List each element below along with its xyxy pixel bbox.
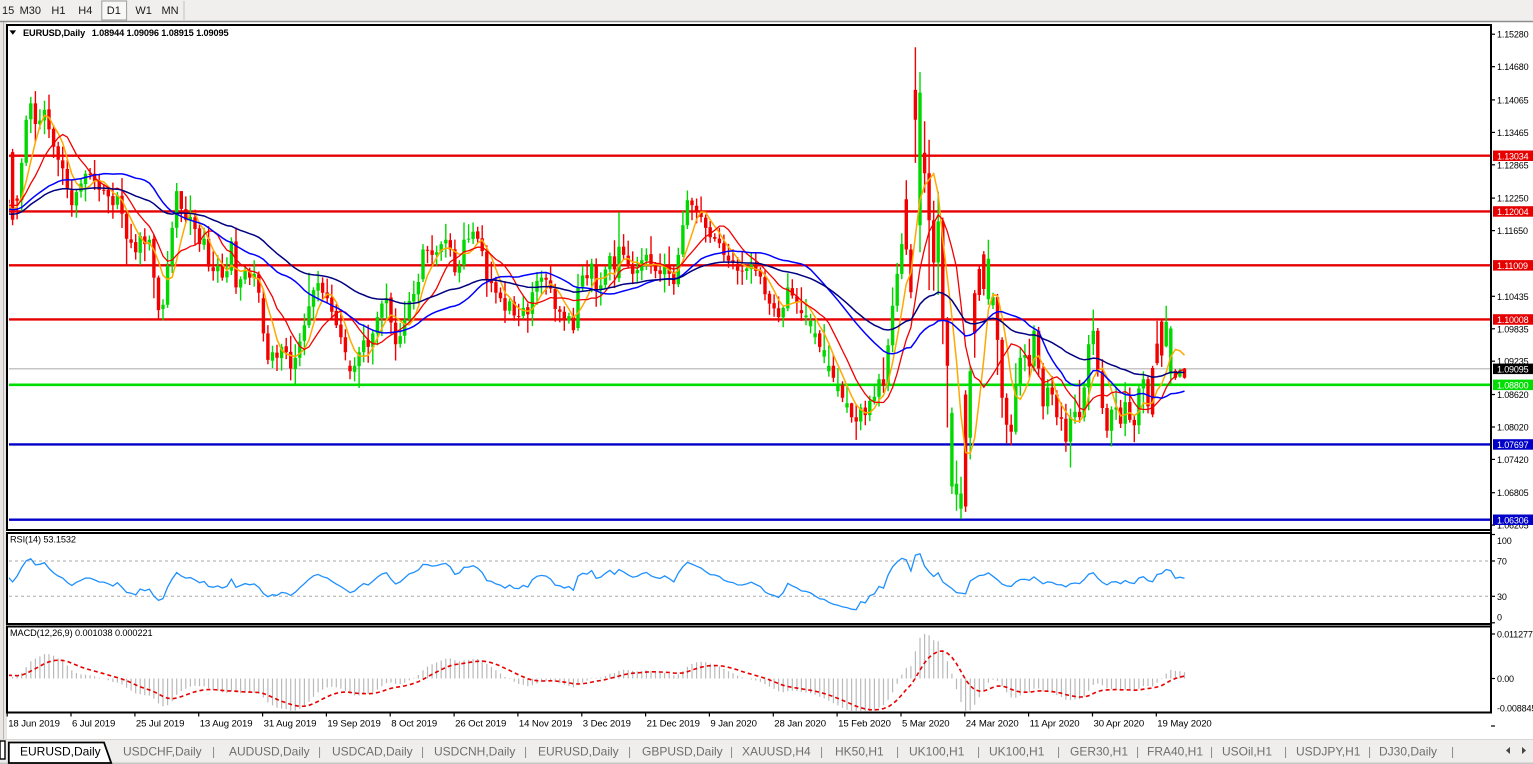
svg-text:19 Sep 2019: 19 Sep 2019 [327, 719, 380, 730]
svg-text:|: | [896, 745, 899, 759]
svg-text:1.12865: 1.12865 [1497, 160, 1529, 170]
svg-text:9 Jan 2020: 9 Jan 2020 [710, 719, 756, 730]
svg-text:31 Aug 2019: 31 Aug 2019 [264, 719, 317, 730]
svg-text:XAUUSD,H4: XAUUSD,H4 [742, 745, 811, 759]
svg-text:15 Feb 2020: 15 Feb 2020 [838, 719, 891, 730]
svg-text:HK50,H1: HK50,H1 [835, 745, 884, 759]
svg-text:|: | [212, 745, 215, 759]
svg-text:|: | [730, 745, 733, 759]
svg-text:3 Dec 2019: 3 Dec 2019 [583, 719, 631, 730]
svg-text:UK100,H1: UK100,H1 [909, 745, 965, 759]
svg-text:|: | [1057, 745, 1060, 759]
svg-text:|: | [524, 745, 527, 759]
svg-text:|: | [1284, 745, 1287, 759]
svg-text:70: 70 [1497, 557, 1507, 567]
svg-text:1.11009: 1.11009 [1497, 261, 1528, 271]
svg-text:1.12004: 1.12004 [1497, 207, 1529, 217]
svg-text:13 Aug 2019: 13 Aug 2019 [200, 719, 253, 730]
svg-text:H4: H4 [78, 5, 92, 17]
svg-text:1.08944 1.09096 1.08915 1.0909: 1.08944 1.09096 1.08915 1.09095 [92, 28, 229, 38]
svg-text:0.011277: 0.011277 [1497, 630, 1533, 640]
svg-text:|: | [1451, 745, 1454, 759]
svg-text:|: | [421, 745, 424, 759]
svg-text:USOil,H1: USOil,H1 [1222, 745, 1272, 759]
svg-text:|: | [977, 745, 980, 759]
svg-text:28 Jan 2020: 28 Jan 2020 [774, 719, 826, 730]
svg-text:25 Jul 2019: 25 Jul 2019 [136, 719, 185, 730]
svg-text:|: | [628, 745, 631, 759]
svg-text:1.08620: 1.08620 [1497, 390, 1529, 400]
svg-text:MACD(12,26,9) 0.001038 0.00022: MACD(12,26,9) 0.001038 0.000221 [10, 628, 152, 638]
svg-text:19 May 2020: 19 May 2020 [1157, 719, 1211, 730]
svg-text:DJ30,Daily: DJ30,Daily [1379, 745, 1437, 759]
svg-text:USDJPY,H1: USDJPY,H1 [1296, 745, 1361, 759]
svg-text:1.11650: 1.11650 [1497, 226, 1528, 236]
svg-text:1.07420: 1.07420 [1497, 455, 1529, 465]
svg-text:0.00: 0.00 [1497, 674, 1514, 684]
svg-text:1.13034: 1.13034 [1497, 151, 1529, 161]
svg-text:1.10008: 1.10008 [1497, 315, 1529, 325]
svg-text:GBPUSD,Daily: GBPUSD,Daily [642, 745, 723, 759]
svg-text:1.09235: 1.09235 [1497, 357, 1529, 367]
svg-text:EURUSD,Daily: EURUSD,Daily [20, 745, 101, 759]
svg-text:5 Mar 2020: 5 Mar 2020 [902, 719, 950, 730]
svg-text:MN: MN [162, 5, 179, 17]
svg-text:RSI(14) 53.1532: RSI(14) 53.1532 [10, 535, 76, 545]
svg-text:USDCNH,Daily: USDCNH,Daily [434, 745, 515, 759]
svg-text:D1: D1 [107, 5, 121, 17]
svg-text:11 Apr 2020: 11 Apr 2020 [1030, 719, 1080, 730]
svg-text:USDCAD,Daily: USDCAD,Daily [332, 745, 413, 759]
svg-text:1.09835: 1.09835 [1497, 324, 1529, 334]
svg-text:1.09095: 1.09095 [1497, 364, 1529, 374]
svg-text:W1: W1 [135, 5, 152, 17]
svg-text:26 Oct 2019: 26 Oct 2019 [455, 719, 506, 730]
svg-text:1.06205: 1.06205 [1497, 521, 1529, 531]
svg-text:1.10435: 1.10435 [1497, 292, 1529, 302]
svg-text:8 Oct 2019: 8 Oct 2019 [391, 719, 437, 730]
svg-text:UK100,H1: UK100,H1 [989, 745, 1045, 759]
svg-text:1.12250: 1.12250 [1497, 194, 1529, 204]
svg-text:GER30,H1: GER30,H1 [1070, 745, 1128, 759]
svg-text:|: | [1136, 745, 1139, 759]
svg-text:1.08800: 1.08800 [1497, 380, 1529, 390]
svg-text:AUDUSD,Daily: AUDUSD,Daily [229, 745, 310, 759]
svg-text:FRA40,H1: FRA40,H1 [1147, 745, 1203, 759]
svg-text:18 Jun 2019: 18 Jun 2019 [8, 719, 60, 730]
svg-text:|: | [1368, 745, 1371, 759]
svg-text:|: | [820, 745, 823, 759]
svg-text:1.06306: 1.06306 [1497, 515, 1529, 525]
svg-text:15: 15 [2, 5, 14, 17]
svg-text:30: 30 [1497, 592, 1507, 602]
svg-text:EURUSD,Daily: EURUSD,Daily [23, 28, 86, 38]
svg-text:1.13465: 1.13465 [1497, 128, 1529, 138]
svg-text:|: | [1210, 745, 1213, 759]
svg-text:21 Dec 2019: 21 Dec 2019 [647, 719, 700, 730]
svg-text:30 Apr 2020: 30 Apr 2020 [1094, 719, 1145, 730]
svg-text:USDCHF,Daily: USDCHF,Daily [123, 745, 202, 759]
svg-text:1.06805: 1.06805 [1497, 488, 1529, 498]
svg-text:24 Mar 2020: 24 Mar 2020 [966, 719, 1019, 730]
svg-text:1.08020: 1.08020 [1497, 423, 1529, 433]
svg-text:EURUSD,Daily: EURUSD,Daily [538, 745, 619, 759]
svg-text:6 Jul 2019: 6 Jul 2019 [72, 719, 115, 730]
svg-text:|: | [318, 745, 321, 759]
svg-text:H1: H1 [51, 5, 65, 17]
svg-text:14 Nov 2019: 14 Nov 2019 [519, 719, 572, 730]
svg-text:1.14065: 1.14065 [1497, 95, 1529, 105]
svg-text:1.07697: 1.07697 [1497, 440, 1529, 450]
svg-text:M30: M30 [20, 5, 41, 17]
svg-text:0: 0 [1497, 612, 1502, 622]
svg-text:100: 100 [1497, 536, 1512, 546]
svg-text:1.15280: 1.15280 [1497, 30, 1529, 40]
svg-text:-0.008845: -0.008845 [1497, 704, 1533, 714]
svg-text:1.14680: 1.14680 [1497, 62, 1529, 72]
